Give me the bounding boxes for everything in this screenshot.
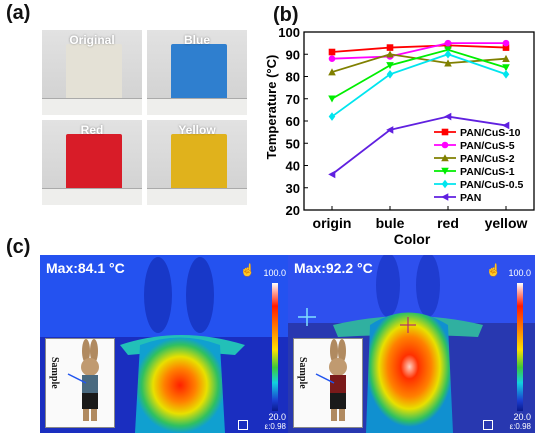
photo-yellow: Yellow bbox=[147, 120, 247, 205]
legend-label: PAN/CuS-2 bbox=[460, 153, 515, 165]
data-point bbox=[328, 112, 336, 121]
y-tick-label: 100 bbox=[278, 25, 300, 40]
ruler bbox=[42, 98, 142, 115]
series-line bbox=[331, 53, 507, 118]
fabric-swatch bbox=[171, 134, 227, 192]
y-tick-label: 40 bbox=[286, 159, 300, 174]
photo-caption: Red bbox=[80, 123, 104, 137]
data-point bbox=[444, 49, 452, 59]
x-tick-label: bule bbox=[376, 215, 405, 231]
y-tick-label: 90 bbox=[286, 47, 300, 62]
y-tick-label: 70 bbox=[286, 92, 300, 107]
legend-marker bbox=[441, 179, 449, 189]
legend-label: PAN/CuS-0.5 bbox=[460, 179, 524, 191]
fabric-swatch bbox=[66, 44, 122, 102]
y-tick-label: 30 bbox=[286, 181, 300, 196]
scale-min-label: 20.0 bbox=[268, 412, 286, 422]
data-point bbox=[328, 95, 336, 103]
color-scale-bar bbox=[272, 283, 278, 411]
ruler bbox=[42, 188, 142, 205]
color-scale-bar bbox=[517, 283, 523, 411]
data-point bbox=[328, 55, 336, 62]
photo-red: Red bbox=[42, 120, 142, 205]
pointer-icon: ☝ bbox=[486, 263, 501, 277]
celsius-icon bbox=[238, 420, 248, 430]
data-point bbox=[328, 170, 336, 179]
max-temperature-label: Max:84.1 °C bbox=[46, 260, 125, 276]
data-point bbox=[386, 44, 394, 51]
legend-label: PAN bbox=[460, 192, 481, 204]
data-point bbox=[444, 59, 452, 67]
emissivity-label: ε:0.98 bbox=[509, 422, 531, 431]
emissivity-label: ε:0.98 bbox=[264, 422, 286, 431]
scale-min-label: 20.0 bbox=[513, 412, 531, 422]
fabric-swatch bbox=[171, 44, 227, 102]
celsius-icon bbox=[483, 420, 493, 430]
bunny-toy-image bbox=[67, 339, 99, 421]
y-tick-label: 60 bbox=[286, 114, 300, 129]
data-point bbox=[502, 121, 510, 130]
sample-label: Sample bbox=[49, 357, 60, 389]
data-point bbox=[386, 62, 394, 70]
photo-caption: Original bbox=[69, 33, 115, 47]
data-point bbox=[502, 39, 510, 47]
legend-label: PAN/CuS-10 bbox=[460, 127, 521, 139]
temperature-line-chart: 20 30 40 50 60 70 80 90 100 origin bule red yellow P… bbox=[264, 25, 535, 247]
photo-original: Original bbox=[42, 30, 142, 115]
legend-marker bbox=[441, 141, 449, 149]
legend-marker bbox=[441, 128, 449, 136]
panel-label-c: (c) bbox=[6, 236, 31, 258]
panel-label-b: (b) bbox=[273, 4, 299, 26]
legend-marker bbox=[441, 193, 449, 201]
pointer-icon: ☝ bbox=[240, 263, 255, 277]
series-line bbox=[331, 48, 507, 100]
series-line bbox=[331, 115, 507, 176]
data-point bbox=[328, 68, 336, 76]
fabric-swatch bbox=[66, 134, 122, 192]
data-point bbox=[444, 112, 452, 121]
photo-blue: Blue bbox=[147, 30, 247, 115]
photo-caption: Yellow bbox=[178, 123, 216, 137]
max-temperature-label: Max:92.2 °C bbox=[294, 260, 373, 276]
y-tick-label: 80 bbox=[286, 70, 300, 85]
data-point bbox=[502, 64, 510, 72]
sample-inset-photo: Sample bbox=[293, 338, 363, 428]
panel-label-a: (a) bbox=[6, 2, 31, 24]
scale-max-label: 100.0 bbox=[263, 268, 286, 278]
y-tick-label: 50 bbox=[286, 136, 300, 151]
data-point bbox=[502, 69, 510, 79]
scale-max-label: 100.0 bbox=[508, 268, 531, 278]
series-line bbox=[331, 53, 507, 73]
series-line bbox=[331, 42, 506, 60]
legend-label: PAN/CuS-1 bbox=[460, 166, 515, 178]
data-point bbox=[444, 39, 452, 47]
data-point bbox=[386, 126, 394, 134]
thermal-image-left: Max:84.1 °C ☝ 100.0 20.0 ε:0.98 Sample bbox=[40, 255, 290, 433]
photo-caption: Blue bbox=[183, 33, 210, 47]
x-tick-label: origin bbox=[313, 215, 352, 231]
x-tick-label: yellow bbox=[485, 215, 528, 231]
data-point bbox=[386, 69, 394, 79]
sample-inset-photo: Sample bbox=[45, 338, 115, 428]
legend-marker bbox=[441, 167, 449, 175]
data-point bbox=[502, 44, 510, 51]
x-axis-title: Color bbox=[394, 231, 431, 247]
ruler bbox=[147, 98, 247, 115]
legend-marker bbox=[441, 154, 449, 162]
bunny-toy-image bbox=[315, 339, 347, 421]
x-tick-label: red bbox=[437, 215, 459, 231]
y-axis-title: Temperature (°C) bbox=[264, 55, 279, 160]
series-line bbox=[331, 44, 507, 53]
data-point bbox=[502, 54, 510, 62]
sample-label: Sample bbox=[297, 357, 308, 389]
legend-label: PAN/CuS-5 bbox=[460, 140, 515, 152]
y-tick-label: 20 bbox=[286, 203, 300, 218]
data-point bbox=[386, 50, 394, 58]
data-point bbox=[328, 48, 336, 56]
thermal-image-right: Max:92.2 °C ☝ 100.0 20.0 ε:0.98 Sample bbox=[288, 255, 535, 433]
ruler bbox=[147, 188, 247, 205]
